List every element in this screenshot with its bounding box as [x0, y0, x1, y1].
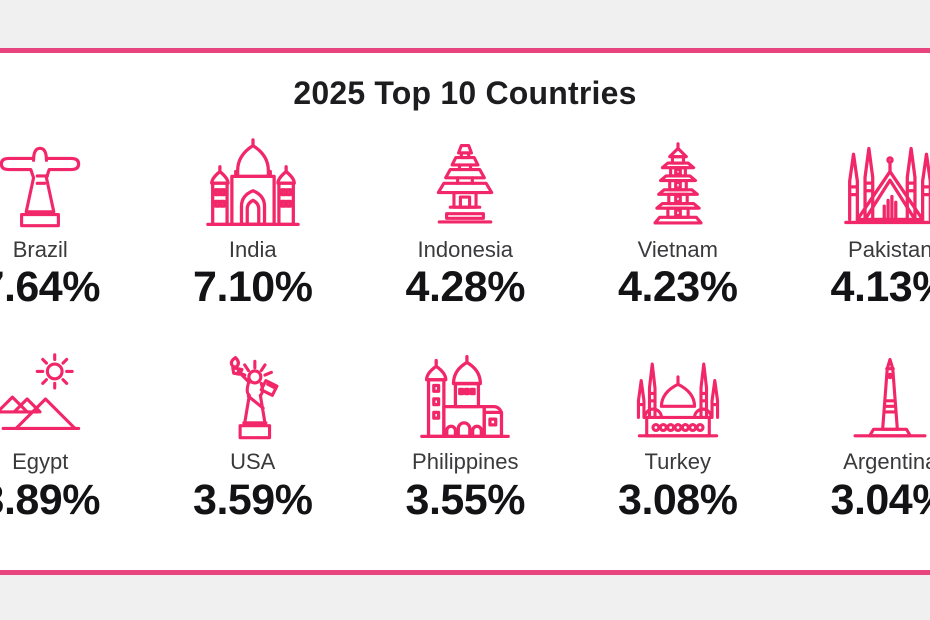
country-name: Indonesia [417, 236, 513, 262]
country-card-brazil: Brazil 7.64% [0, 137, 147, 312]
country-name: Turkey [644, 449, 711, 475]
chart-content: 2025 Top 10 Countries Brazil 7.64% [0, 53, 930, 570]
country-share: 4.28% [405, 263, 526, 312]
country-card-vietnam: Vietnam 4.23% [572, 137, 785, 312]
country-share: 3.04% [830, 475, 930, 524]
bottom-rule [0, 570, 930, 575]
country-card-philippines: Philippines 3.55% [359, 349, 572, 524]
christ-the-redeemer-icon [0, 146, 81, 228]
country-card-indonesia: Indonesia 4.28% [359, 137, 572, 312]
country-name: USA [230, 449, 276, 475]
obelisk-icon [853, 358, 927, 438]
country-share: 4.13% [830, 263, 930, 312]
country-share: 7.10% [193, 263, 313, 312]
top-band [0, 0, 930, 48]
country-name: Egypt [12, 449, 69, 475]
taj-mahal-icon [205, 138, 300, 226]
country-card-argentina: Argentina 3.04% [784, 349, 930, 524]
countries-grid-row-1: Brazil 7.64% [0, 137, 930, 312]
country-card-turkey: Turkey 3.08% [572, 349, 785, 524]
balinese-temple-icon [437, 143, 494, 224]
statue-of-liberty-icon [229, 356, 279, 440]
country-name: Brazil [12, 236, 68, 262]
cathedral-icon [420, 355, 511, 439]
country-share: 7.64% [0, 263, 100, 312]
blue-mosque-icon [636, 362, 719, 438]
country-name: Pakistan [848, 236, 930, 262]
pagoda-tower-icon [653, 141, 703, 225]
chart-title: 2025 Top 10 Countries [293, 75, 637, 111]
country-card-usa: USA 3.59% [147, 349, 360, 524]
country-share: 4.23% [618, 263, 738, 312]
bottom-band [0, 575, 930, 620]
country-share: 3.59% [193, 475, 313, 524]
country-name: Philippines [412, 449, 519, 475]
country-name: India [228, 236, 277, 262]
country-card-india: India 7.10% [147, 137, 360, 312]
country-share: 3.08% [618, 475, 738, 524]
country-share: 3.89% [0, 475, 100, 524]
countries-grid-row-2: Egypt 3.89% [0, 349, 930, 524]
pyramids-sun-icon [0, 353, 81, 431]
top-rule [0, 48, 930, 53]
country-name: Vietnam [637, 236, 718, 262]
country-name: Argentina [843, 449, 930, 475]
country-card-pakistan: Pakistan 4.13% [784, 137, 930, 312]
country-share: 3.55% [405, 475, 526, 524]
country-card-egypt: Egypt 3.89% [0, 349, 147, 524]
faisal-mosque-icon [844, 146, 930, 224]
